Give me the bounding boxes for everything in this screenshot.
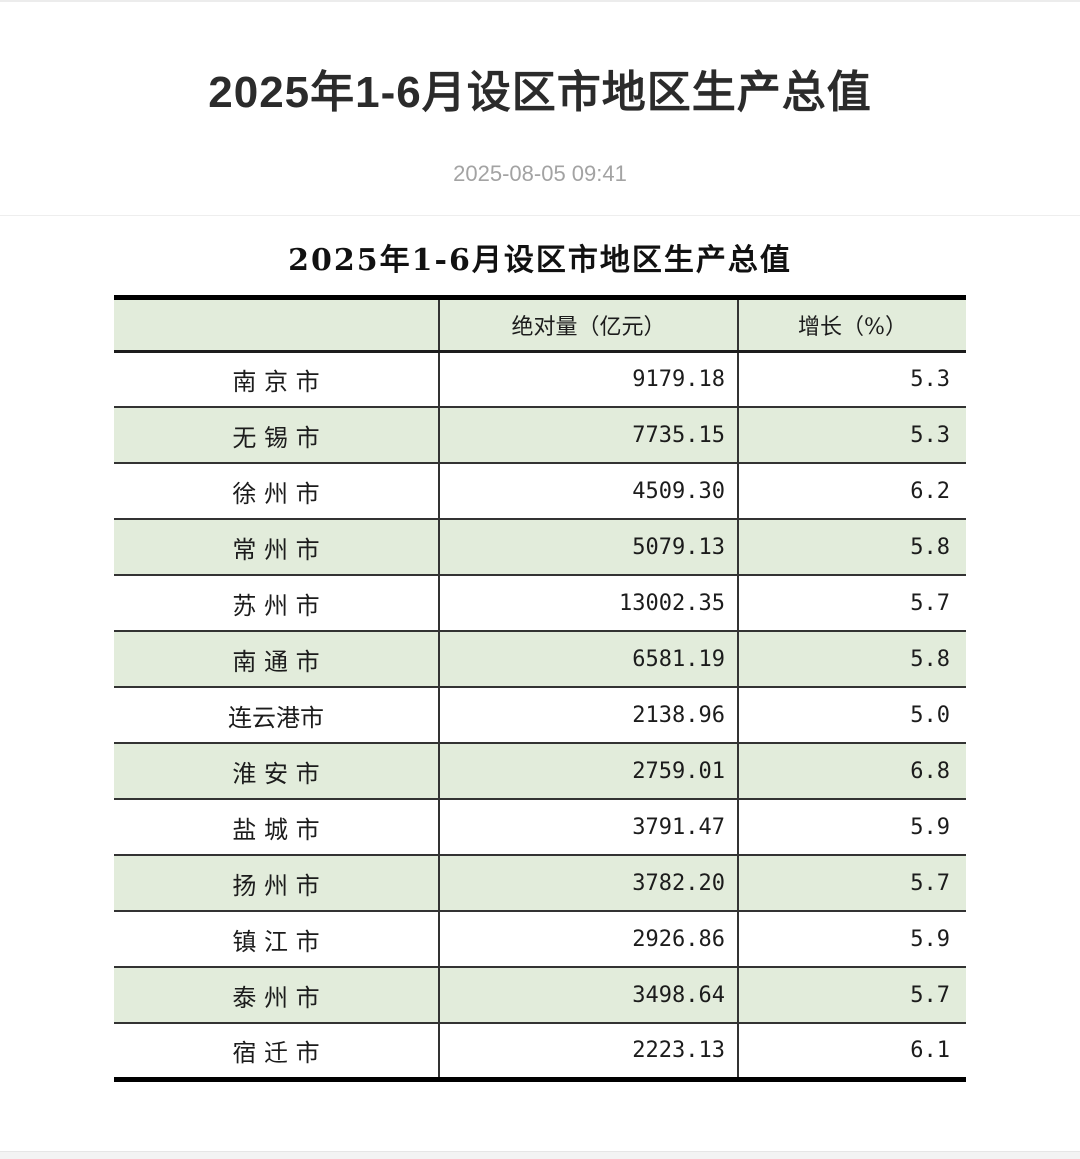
growth-value-cell: 5.7 — [738, 855, 966, 913]
footer-strip — [0, 1151, 1080, 1159]
city-name-cell: 连云港市 — [114, 687, 440, 745]
absolute-value-cell: 2223.13 — [439, 1023, 739, 1080]
absolute-value-cell: 2138.96 — [439, 687, 739, 745]
city-name-cell: 宿 迁 市 — [114, 1023, 440, 1080]
publish-timestamp: 2025-08-05 09:41 — [453, 160, 627, 186]
table-row: 常 州 市 5079.13 5.8 — [114, 519, 966, 577]
absolute-value-cell: 4509.30 — [439, 463, 739, 521]
table-row: 无 锡 市 7735.15 5.3 — [114, 407, 966, 465]
city-name-cell: 扬 州 市 — [114, 855, 440, 913]
table-row: 盐 城 市 3791.47 5.9 — [114, 799, 966, 857]
growth-value-cell: 5.0 — [738, 687, 966, 745]
growth-value-cell: 5.8 — [738, 519, 966, 577]
city-name-cell: 盐 城 市 — [114, 799, 440, 857]
growth-value-cell: 6.8 — [738, 743, 966, 801]
table-row: 连云港市 2138.96 5.0 — [114, 687, 966, 745]
growth-value-cell: 6.1 — [738, 1023, 966, 1080]
city-name-cell: 苏 州 市 — [114, 575, 440, 633]
growth-value-cell: 5.9 — [738, 799, 966, 857]
column-header-city — [114, 297, 440, 353]
absolute-value-cell: 9179.18 — [439, 351, 739, 409]
growth-value-cell: 5.7 — [738, 967, 966, 1025]
column-header-absolute-amount: 绝对量（亿元） — [439, 297, 739, 353]
gdp-table: 绝对量（亿元） 增长（%） 南 京 市 9179.18 5.3 无 锡 市 77… — [114, 294, 966, 1082]
growth-value-cell: 5.7 — [738, 575, 966, 633]
table-row: 南 通 市 6581.19 5.8 — [114, 631, 966, 689]
city-name-cell: 南 通 市 — [114, 631, 440, 689]
growth-value-cell: 5.9 — [738, 911, 966, 969]
column-header-growth: 增长（%） — [738, 297, 966, 353]
city-name-cell: 南 京 市 — [114, 351, 440, 409]
absolute-value-cell: 2926.86 — [439, 911, 739, 969]
growth-value-cell: 5.3 — [738, 407, 966, 465]
table-row: 苏 州 市 13002.35 5.7 — [114, 575, 966, 633]
table-header-row: 绝对量（亿元） 增长（%） — [114, 297, 966, 353]
city-name-cell: 淮 安 市 — [114, 743, 440, 801]
absolute-value-cell: 3498.64 — [439, 967, 739, 1025]
table-row: 宿 迁 市 2223.13 6.1 — [114, 1023, 966, 1080]
table-row: 南 京 市 9179.18 5.3 — [114, 351, 966, 409]
absolute-value-cell: 3782.20 — [439, 855, 739, 913]
page-title: 2025年1-6月设区市地区生产总值 — [208, 68, 872, 117]
table-row: 淮 安 市 2759.01 6.8 — [114, 743, 966, 801]
table-row: 泰 州 市 3498.64 5.7 — [114, 967, 966, 1025]
city-name-cell: 常 州 市 — [114, 519, 440, 577]
absolute-value-cell: 3791.47 — [439, 799, 739, 857]
table-row: 扬 州 市 3782.20 5.7 — [114, 855, 966, 913]
growth-value-cell: 5.3 — [738, 351, 966, 409]
absolute-value-cell: 5079.13 — [439, 519, 739, 577]
absolute-value-cell: 13002.35 — [439, 575, 739, 633]
absolute-value-cell: 7735.15 — [439, 407, 739, 465]
absolute-value-cell: 2759.01 — [439, 743, 739, 801]
header-content-divider — [0, 214, 1080, 216]
city-name-cell: 无 锡 市 — [114, 407, 440, 465]
table-row: 镇 江 市 2926.86 5.9 — [114, 911, 966, 969]
city-name-cell: 徐 州 市 — [114, 463, 440, 521]
growth-value-cell: 5.8 — [738, 631, 966, 689]
city-name-cell: 镇 江 市 — [114, 911, 440, 969]
growth-value-cell: 6.2 — [738, 463, 966, 521]
table-row: 徐 州 市 4509.30 6.2 — [114, 463, 966, 521]
absolute-value-cell: 6581.19 — [439, 631, 739, 689]
city-name-cell: 泰 州 市 — [114, 967, 440, 1025]
table-title: 2025年1-6月设区市地区生产总值 — [288, 242, 792, 278]
